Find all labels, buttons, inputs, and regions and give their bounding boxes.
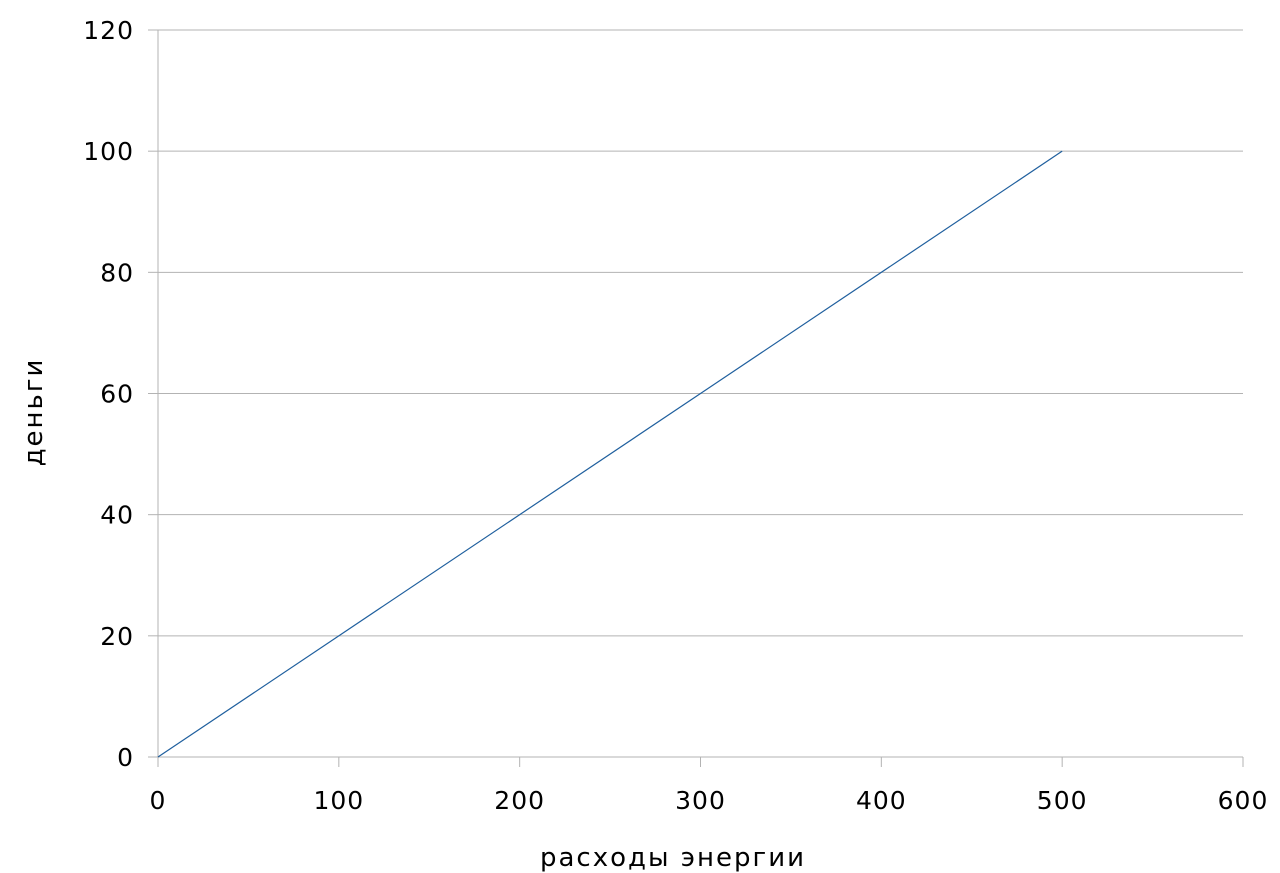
x-tick-label: 600 [1218, 786, 1269, 815]
y-tick-label: 20 [100, 622, 134, 651]
y-tick-labels: 0 20 40 60 80 100 120 [83, 16, 134, 772]
x-tick-label: 200 [494, 786, 545, 815]
y-tick-label: 120 [83, 16, 134, 45]
x-tick-labels: 0 100 200 300 400 500 600 [150, 786, 1269, 815]
y-tick-label: 40 [100, 501, 134, 530]
x-tick-label: 300 [675, 786, 726, 815]
x-tick-label: 0 [150, 786, 167, 815]
x-tick-label: 500 [1037, 786, 1088, 815]
x-tick-label: 400 [856, 786, 907, 815]
series-line [157, 150, 1063, 758]
x-axis-title: расходы энергии [540, 843, 806, 873]
y-tick-label: 100 [83, 137, 134, 166]
y-tick-label: 80 [100, 258, 134, 287]
axes [148, 29, 1244, 767]
series-layer [157, 150, 1063, 758]
y-tick-label: 0 [117, 743, 134, 772]
y-axis-title: деньги [19, 358, 49, 467]
grid-lines [158, 29, 1243, 637]
y-tick-label: 60 [100, 380, 134, 409]
x-tick-label: 100 [313, 786, 364, 815]
